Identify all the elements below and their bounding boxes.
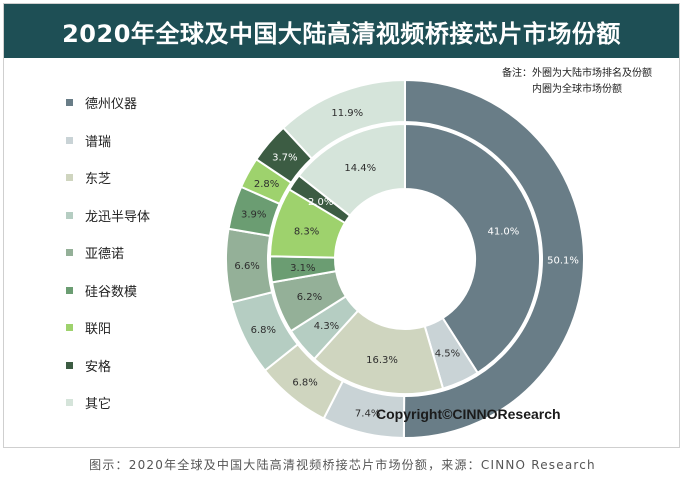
inner-ring-value-label: 3.1% — [290, 263, 315, 274]
legend-swatch — [66, 286, 73, 294]
legend-item: 亚德诺 — [66, 234, 150, 272]
legend-swatch — [66, 174, 73, 182]
inner-ring-value-label: 14.4% — [344, 163, 376, 174]
legend-label: 亚德诺 — [85, 247, 125, 263]
outer-ring-segment — [281, 78, 406, 160]
legend-label: 龙迅半导体 — [85, 209, 151, 225]
legend-label: 硅谷数模 — [85, 284, 138, 300]
legend-swatch — [66, 136, 73, 144]
outer-ring-value-label: 2.8% — [254, 179, 279, 190]
inner-ring-segment — [297, 122, 406, 218]
copyright-watermark: Copyright©CINNOResearch — [376, 406, 561, 422]
legend-item: 谱瑞 — [66, 122, 150, 160]
legend-label: 谱瑞 — [85, 134, 112, 150]
outer-ring-value-label: 7.4% — [355, 409, 380, 420]
legend-label: 东芝 — [85, 172, 112, 188]
inner-ring-value-label: 41.0% — [488, 226, 520, 237]
inner-ring-value-label: 4.5% — [435, 348, 460, 359]
inner-ring-segment — [404, 122, 541, 375]
outer-ring-segment — [402, 78, 586, 439]
title-bar: 2020年全球及中国大陆高清视频桥接芯片市场份额 — [4, 4, 679, 58]
legend-swatch — [66, 361, 73, 369]
legend-item: 龙迅半导体 — [66, 197, 150, 235]
outer-ring-value-label: 3.7% — [272, 152, 297, 163]
outer-ring-value-label: 50.1% — [547, 255, 579, 266]
legend-item: 安格 — [66, 347, 150, 385]
chart-title: 2020年全球及中国大陆高清视频桥接芯片市场份额 — [62, 19, 621, 48]
legend-item: 东芝 — [66, 159, 150, 197]
legend-label: 其它 — [85, 397, 112, 413]
legend-swatch — [66, 211, 73, 219]
legend-item: 其它 — [66, 384, 150, 422]
inner-ring-value-label: 4.3% — [314, 321, 339, 332]
inner-ring-value-label: 16.3% — [366, 355, 398, 366]
legend-label: 联阳 — [85, 322, 112, 338]
legend-item: 联阳 — [66, 309, 150, 347]
chart-notes: 备注：外圈为大陆市场排名及份额 内圈为全球市场份额 — [502, 66, 652, 98]
legend-label: 德州仪器 — [85, 97, 138, 113]
figure-caption: 图示：2020年全球及中国大陆高清视频桥接芯片市场份额，来源：CINNO Res… — [89, 458, 596, 472]
legend: 德州仪器谱瑞东芝龙迅半导体亚德诺硅谷数模联阳安格其它 — [66, 84, 150, 422]
outer-ring-value-label: 6.6% — [234, 261, 259, 272]
legend-swatch — [66, 324, 73, 332]
outer-ring-value-label: 11.9% — [331, 108, 363, 119]
legend-swatch — [66, 99, 73, 107]
inner-ring-value-label: 6.2% — [297, 292, 322, 303]
outer-ring-value-label: 6.8% — [251, 325, 276, 336]
legend-swatch — [66, 249, 73, 257]
outer-ring-value-label: 6.8% — [292, 377, 317, 388]
note-inner-ring: 内圈为全球市场份额 — [532, 84, 622, 95]
inner-ring-value-label: 2.0% — [308, 197, 333, 208]
inner-ring-value-label: 8.3% — [294, 227, 319, 238]
legend-swatch — [66, 399, 73, 407]
legend-item: 硅谷数模 — [66, 272, 150, 310]
legend-item: 德州仪器 — [66, 84, 150, 122]
note-outer-ring: 备注：外圈为大陆市场排名及份额 — [502, 68, 652, 79]
outer-ring-value-label: 3.9% — [241, 209, 266, 220]
legend-label: 安格 — [85, 359, 112, 375]
